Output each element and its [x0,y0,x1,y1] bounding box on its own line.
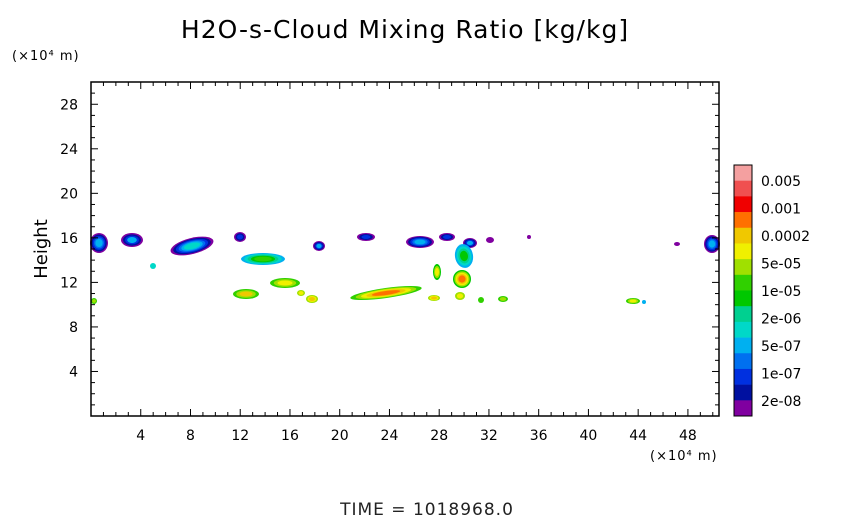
colorbar-swatch [734,212,752,229]
colorbar-label: 0.0002 [761,229,810,245]
colorbar-swatch [734,337,752,354]
colorbar: 0.005 0.001 0.0002 5e-05 1e-05 2e-06 5e-07 1e-0… [733,164,810,417]
x-tick-label: 24 [381,428,399,444]
cloud-blob [414,239,426,245]
colorbar-label: 5e-07 [761,339,801,355]
x-tick-label: 16 [281,428,299,444]
x-tick-label: 32 [480,428,498,444]
x-tick-label: 44 [629,428,647,444]
colorbar-swatch [734,321,752,338]
colorbar-label: 2e-08 [761,394,801,410]
colorbar-label: 2e-06 [761,311,801,327]
cloud-blob [499,297,507,301]
x-tick-label: 28 [430,428,448,444]
y-tick-label: 20 [60,186,78,202]
y-tick-label: 4 [69,364,78,380]
cloud-blob [298,291,304,295]
x-tick-label: 48 [679,428,697,444]
y-tick-labels: 4 8 12 16 20 24 28 [60,97,78,380]
chart-title: H2O-s-Cloud Mixing Ratio [kg/kg] [181,15,629,44]
x-tick-label: 40 [580,428,598,444]
x-tick-label: 8 [186,428,195,444]
cloud-blob [458,275,466,283]
cloud-blob [92,299,96,303]
colorbar-label: 0.001 [761,201,801,217]
y-tick-label: 16 [60,231,78,247]
x-tick-label: 4 [136,428,145,444]
colorbar-swatch [734,400,752,417]
cloud-blob [309,297,315,301]
cloud-blob [254,256,272,262]
y-tick-label: 12 [60,275,78,291]
mixing-ratio-field [90,232,720,304]
cloud-blob [443,235,451,239]
cloud-blob [466,240,474,246]
cloud-blob [674,242,680,246]
x-tick-label: 12 [231,428,249,444]
cloud-blob [183,242,201,250]
x-tick-label: 36 [530,428,548,444]
cloud-blob [95,239,103,247]
cloud-blob [316,243,322,249]
y-tick-label: 8 [69,320,78,336]
cloud-blob [237,234,243,240]
x-tick-labels: 4 8 12 16 20 24 28 32 36 40 44 48 [136,428,697,444]
colorbar-swatch [734,243,752,260]
colorbar-label: 5e-05 [761,256,801,272]
x-tick-label: 20 [331,428,349,444]
y-tick-label: 24 [60,142,78,158]
cloud-blob [527,235,531,239]
colorbar-swatch [734,384,752,401]
cloud-blob [460,250,468,262]
cloud-blob [150,263,156,269]
cloud-blob [431,296,437,300]
colorbar-swatch [734,353,752,370]
y-axis-unit: (×10⁴ m) [12,49,80,64]
colorbar-swatch [734,290,752,307]
colorbar-swatch [734,196,752,213]
colorbar-swatch [734,227,752,244]
cloud-blob [642,300,646,304]
cloud-blob [239,291,253,297]
colorbar-frame [733,164,753,417]
colorbar-swatch [734,368,752,385]
colorbar-swatch [734,259,752,276]
colorbar-swatch [734,180,752,197]
colorbar-label: 1e-05 [761,284,801,300]
cloud-blob [371,290,401,296]
colorbar-swatch [734,306,752,323]
cloud-blob [456,293,464,299]
colorbar-swatch [734,165,752,181]
colorbar-label: 0.005 [761,174,801,190]
cloud-blob [277,280,293,286]
y-axis-label: Height [31,219,52,279]
cloud-blob [708,240,716,248]
cloud-blob [629,299,637,303]
time-label: TIME = 1018968.0 [339,500,514,519]
axis-ticks [91,82,719,416]
cloud-blob [435,268,439,276]
x-axis-unit: (×10⁴ m) [650,449,718,464]
colorbar-label: 1e-07 [761,366,801,382]
colorbar-swatch [734,274,752,291]
cloud-blob [478,297,484,303]
cloud-blob [486,237,494,243]
cloud-blob [361,235,371,239]
y-tick-label: 28 [60,97,78,113]
cloud-blob [127,236,137,244]
